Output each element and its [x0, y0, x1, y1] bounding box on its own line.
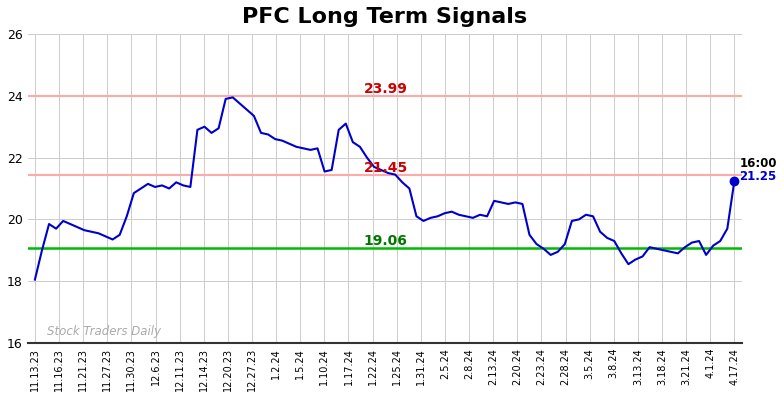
Text: 21.25: 21.25 — [739, 170, 776, 183]
Title: PFC Long Term Signals: PFC Long Term Signals — [242, 7, 527, 27]
Text: 21.45: 21.45 — [364, 160, 408, 174]
Text: 19.06: 19.06 — [364, 234, 408, 248]
Point — [728, 178, 741, 184]
Text: 23.99: 23.99 — [364, 82, 408, 96]
Text: 16:00: 16:00 — [739, 157, 777, 170]
Text: Stock Traders Daily: Stock Traders Daily — [47, 325, 161, 338]
